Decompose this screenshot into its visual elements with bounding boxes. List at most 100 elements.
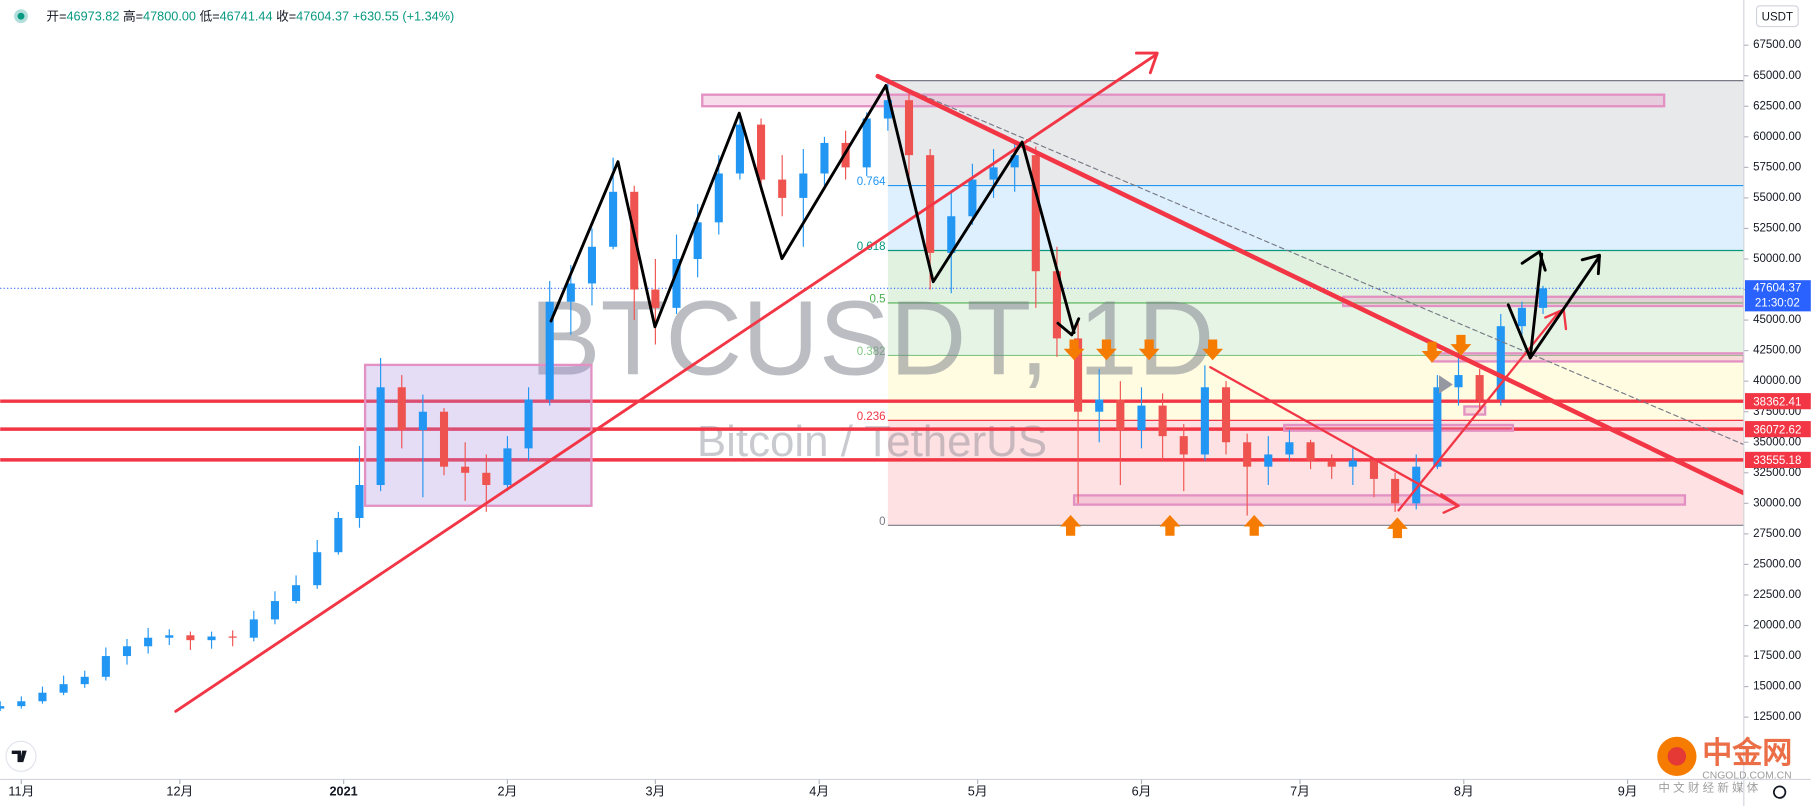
x-tick-label: 9月 xyxy=(1618,785,1638,799)
candle-body xyxy=(418,411,427,431)
price-tag-box xyxy=(1744,393,1811,410)
price-tags: 38362.41 36072.62 33555.18 47604.37 21:30:02 xyxy=(1744,280,1811,468)
close-label: 收= xyxy=(276,10,296,24)
candle-body xyxy=(0,706,5,709)
x-tick-label: 12月 xyxy=(166,785,193,799)
candle-body xyxy=(968,179,977,217)
candle-body xyxy=(313,552,322,586)
candle-body xyxy=(376,387,385,486)
candle-body xyxy=(80,676,89,685)
fib-band xyxy=(887,355,1744,421)
candle-body xyxy=(566,283,575,302)
down-arrow xyxy=(1063,339,1085,361)
candle-body xyxy=(1433,387,1442,467)
tv-logo[interactable] xyxy=(5,740,37,772)
candle-body xyxy=(270,601,279,620)
y-tick-label: 40000.00 xyxy=(1753,375,1801,387)
candle-body xyxy=(101,656,110,677)
fib-band xyxy=(887,250,1744,303)
candle-body xyxy=(461,466,470,473)
brand-slogan: 中 文 财 经 新 媒 体 xyxy=(1658,781,1758,795)
candle-body xyxy=(651,289,660,308)
y-tick-label: 15000.00 xyxy=(1753,681,1801,693)
y-tick-label: 65000.00 xyxy=(1753,70,1801,82)
candle-body xyxy=(1412,466,1421,504)
candle-body xyxy=(1137,405,1146,431)
candle-body xyxy=(1285,442,1294,455)
x-tick-label: 8月 xyxy=(1454,785,1474,799)
candle-body xyxy=(778,179,787,198)
candle-body xyxy=(714,173,723,223)
candle-body xyxy=(862,118,871,168)
candle-body xyxy=(228,636,237,638)
fib-label: 0.764 xyxy=(857,176,886,188)
low-value: 46741.44 xyxy=(220,10,273,24)
arrow-head xyxy=(1580,253,1601,276)
candle-body xyxy=(883,100,892,119)
candle-body xyxy=(735,124,744,174)
fib-label: 0 xyxy=(879,516,885,528)
x-tick-label: 2月 xyxy=(498,785,518,799)
y-tick-label: 17500.00 xyxy=(1753,650,1801,662)
y-tick-label: 42500.00 xyxy=(1753,345,1801,357)
candle-body xyxy=(989,167,998,180)
fib-label: 0.382 xyxy=(857,346,886,358)
candle-body xyxy=(947,216,956,253)
candle-body xyxy=(1369,460,1379,479)
candle-body xyxy=(1539,288,1548,308)
y-tick-label: 62500.00 xyxy=(1753,100,1801,112)
arrow-head xyxy=(1520,250,1547,272)
candle-body xyxy=(1095,399,1104,412)
candle-body xyxy=(609,191,618,247)
candle-body xyxy=(820,142,829,174)
price-tag-box xyxy=(1744,451,1811,468)
candle-body xyxy=(17,701,26,707)
y-tick-label: 32500.00 xyxy=(1753,467,1801,479)
down-arrow xyxy=(1421,341,1443,363)
open-label: 开= xyxy=(46,10,66,24)
high-value: 47800.00 xyxy=(143,10,196,24)
signal-arrows xyxy=(1060,334,1472,539)
fib-band xyxy=(887,302,1744,356)
candle-body xyxy=(1306,442,1315,461)
y-tick-label: 27500.00 xyxy=(1753,528,1801,540)
projection-line xyxy=(1528,254,1601,360)
y-tick-label: 60000.00 xyxy=(1753,131,1801,143)
currency-button[interactable]: USDT xyxy=(1755,5,1799,28)
arrow-head xyxy=(1135,51,1159,75)
currency-label[interactable]: USDT xyxy=(1762,11,1793,23)
axis-labels: 12500.00 15000.00 17500.00 20000.00 22500.00… xyxy=(8,39,1801,798)
zone-box xyxy=(1430,352,1745,363)
open-value: 46973.82 xyxy=(66,10,119,24)
fib-band xyxy=(887,420,1744,526)
watermark: BTCUSDT, 1D Bitcoin / TetherUS xyxy=(530,278,1215,466)
candle-body xyxy=(1264,454,1273,467)
y-tick-label: 67500.00 xyxy=(1753,39,1801,51)
candle-body xyxy=(1031,155,1040,272)
candle-body xyxy=(524,399,533,449)
fib-label: 0.236 xyxy=(857,411,886,423)
x-tick-label: 4月 xyxy=(809,785,829,799)
down-arrow xyxy=(1138,339,1160,361)
candle-body xyxy=(1116,399,1125,431)
x-tick-label: 2021 xyxy=(330,785,358,799)
up-arrow xyxy=(1060,515,1082,536)
countdown: 21:30:02 xyxy=(1755,297,1800,309)
price-tag: 36072.62 xyxy=(1753,424,1801,436)
candle-body xyxy=(1179,436,1188,455)
price-tag-box xyxy=(1744,421,1811,438)
drawings xyxy=(174,51,1747,713)
currency-box[interactable] xyxy=(1755,5,1799,28)
tv-logo-mark[interactable] xyxy=(11,750,27,763)
settings-button[interactable] xyxy=(1772,785,1787,799)
candle-body xyxy=(1327,460,1336,467)
candle-body xyxy=(1221,387,1231,443)
range-box xyxy=(363,363,593,507)
zone-box xyxy=(701,93,1666,108)
settings-gear[interactable] xyxy=(1772,785,1787,799)
candle-body xyxy=(904,100,914,156)
candle-body xyxy=(1010,155,1019,168)
close-value: 47604.37 xyxy=(296,10,349,24)
